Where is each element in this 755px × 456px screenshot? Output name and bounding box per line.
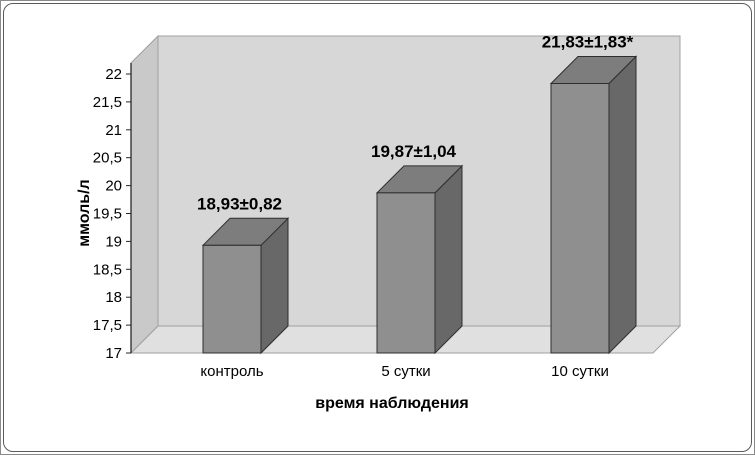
y-tick-label: 17,5 — [93, 317, 122, 334]
bar-data-label: 18,93±0,82 — [197, 194, 282, 213]
y-tick-label: 18,5 — [93, 261, 122, 278]
bar-data-label: 21,83±1,83* — [542, 32, 634, 51]
y-tick-label: 20 — [105, 178, 122, 195]
chart-generated-layer: 17 17,5 18 18,5 19 19,5 20 20,5 21 21,5 22 18,93±0,… — [93, 32, 682, 380]
plot-side-wall — [130, 34, 159, 355]
y-tick-label: 21,5 — [93, 94, 122, 111]
y-tick-label: 20,5 — [93, 150, 122, 167]
bar-front-face — [376, 192, 436, 354]
bar-data-label: 19,87±1,04 — [371, 142, 457, 161]
x-category-label: контроль — [200, 363, 263, 380]
y-tick-label: 21 — [105, 122, 122, 139]
bar-front-face — [202, 244, 262, 354]
y-tick-label: 19 — [105, 233, 122, 250]
bar-side-face — [434, 164, 463, 355]
y-axis-title: ммоль/л — [76, 179, 93, 246]
x-axis-title: время наблюдения — [315, 395, 468, 412]
bar-side-face — [608, 55, 637, 355]
y-tick-label: 18 — [105, 289, 122, 306]
x-category-label: 10 сутки — [551, 363, 609, 380]
y-tick-label: 17 — [105, 345, 122, 362]
x-category-label: 5 сутки — [381, 363, 430, 380]
y-tick-label: 19,5 — [93, 206, 122, 223]
chart-frame — [3, 3, 752, 452]
y-tick-label: 22 — [105, 66, 122, 83]
bar-front-face — [550, 82, 610, 354]
